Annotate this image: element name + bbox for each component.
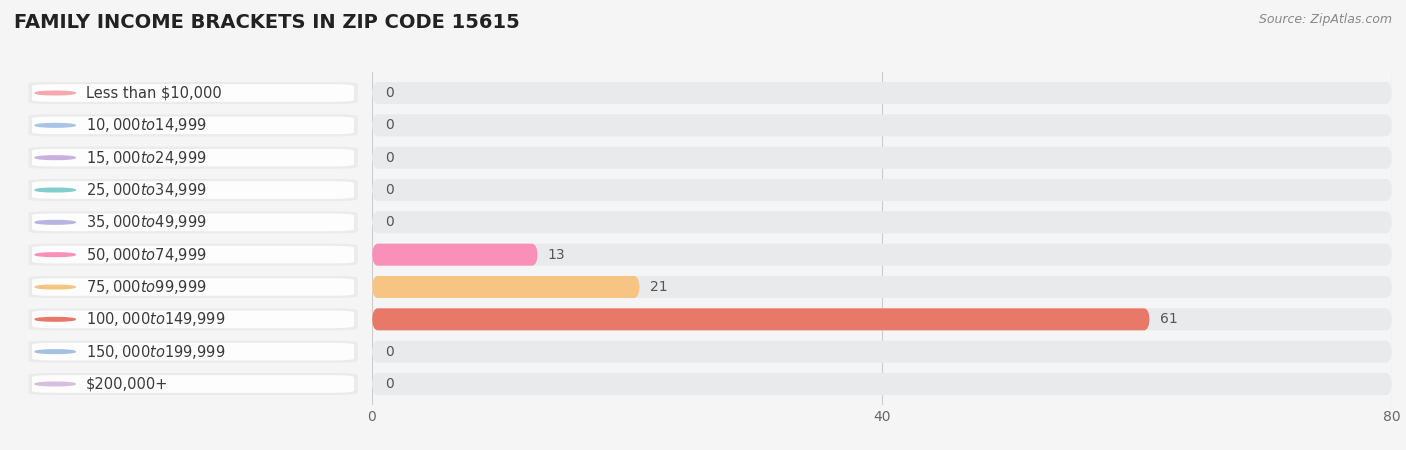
Circle shape xyxy=(35,382,76,386)
FancyBboxPatch shape xyxy=(28,341,357,363)
Circle shape xyxy=(35,285,76,289)
FancyBboxPatch shape xyxy=(32,310,354,328)
Text: $50,000 to $74,999: $50,000 to $74,999 xyxy=(86,246,207,264)
Circle shape xyxy=(35,220,76,224)
Text: 0: 0 xyxy=(385,86,394,100)
FancyBboxPatch shape xyxy=(373,308,1150,330)
FancyBboxPatch shape xyxy=(32,181,354,199)
FancyBboxPatch shape xyxy=(28,114,357,136)
FancyBboxPatch shape xyxy=(32,84,354,102)
FancyBboxPatch shape xyxy=(32,246,354,263)
FancyBboxPatch shape xyxy=(373,243,537,266)
FancyBboxPatch shape xyxy=(28,147,357,169)
FancyBboxPatch shape xyxy=(32,214,354,231)
Circle shape xyxy=(35,318,76,321)
Text: $150,000 to $199,999: $150,000 to $199,999 xyxy=(86,342,225,360)
Text: Less than $10,000: Less than $10,000 xyxy=(86,86,221,100)
FancyBboxPatch shape xyxy=(28,179,357,201)
FancyBboxPatch shape xyxy=(373,243,1392,266)
FancyBboxPatch shape xyxy=(28,212,357,234)
Text: 61: 61 xyxy=(1160,312,1178,326)
FancyBboxPatch shape xyxy=(373,341,1392,363)
Text: $100,000 to $149,999: $100,000 to $149,999 xyxy=(86,310,225,328)
Text: $35,000 to $49,999: $35,000 to $49,999 xyxy=(86,213,207,231)
FancyBboxPatch shape xyxy=(373,82,1392,104)
Text: 0: 0 xyxy=(385,377,394,391)
FancyBboxPatch shape xyxy=(28,373,357,395)
Text: 0: 0 xyxy=(385,151,394,165)
Text: 0: 0 xyxy=(385,345,394,359)
FancyBboxPatch shape xyxy=(28,82,357,104)
FancyBboxPatch shape xyxy=(373,179,1392,201)
Text: Source: ZipAtlas.com: Source: ZipAtlas.com xyxy=(1258,14,1392,27)
Text: $200,000+: $200,000+ xyxy=(86,377,167,392)
Circle shape xyxy=(35,188,76,192)
Text: $25,000 to $34,999: $25,000 to $34,999 xyxy=(86,181,207,199)
Text: FAMILY INCOME BRACKETS IN ZIP CODE 15615: FAMILY INCOME BRACKETS IN ZIP CODE 15615 xyxy=(14,14,520,32)
FancyBboxPatch shape xyxy=(32,375,354,393)
FancyBboxPatch shape xyxy=(32,149,354,166)
FancyBboxPatch shape xyxy=(32,278,354,296)
Text: 0: 0 xyxy=(385,216,394,230)
FancyBboxPatch shape xyxy=(373,308,1392,330)
Text: 13: 13 xyxy=(548,248,565,261)
Text: 0: 0 xyxy=(385,183,394,197)
FancyBboxPatch shape xyxy=(28,308,357,330)
FancyBboxPatch shape xyxy=(28,243,357,266)
Text: $15,000 to $24,999: $15,000 to $24,999 xyxy=(86,148,207,166)
Circle shape xyxy=(35,253,76,256)
FancyBboxPatch shape xyxy=(373,276,1392,298)
Text: 0: 0 xyxy=(385,118,394,132)
FancyBboxPatch shape xyxy=(373,114,1392,136)
FancyBboxPatch shape xyxy=(373,276,640,298)
FancyBboxPatch shape xyxy=(32,117,354,134)
Circle shape xyxy=(35,350,76,353)
FancyBboxPatch shape xyxy=(373,212,1392,234)
Circle shape xyxy=(35,124,76,127)
Circle shape xyxy=(35,91,76,95)
Text: $75,000 to $99,999: $75,000 to $99,999 xyxy=(86,278,207,296)
Circle shape xyxy=(35,156,76,159)
Text: $10,000 to $14,999: $10,000 to $14,999 xyxy=(86,117,207,135)
FancyBboxPatch shape xyxy=(373,147,1392,169)
FancyBboxPatch shape xyxy=(32,343,354,360)
Text: 21: 21 xyxy=(650,280,668,294)
FancyBboxPatch shape xyxy=(28,276,357,298)
FancyBboxPatch shape xyxy=(373,373,1392,395)
